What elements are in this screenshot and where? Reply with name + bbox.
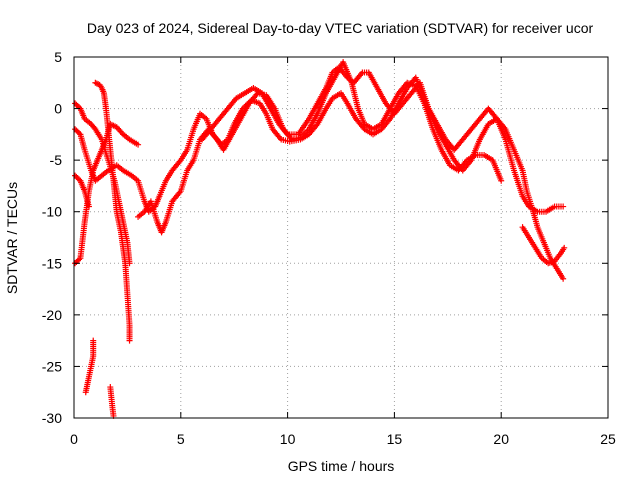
y-tick-label: -10 <box>42 204 62 220</box>
series-track-5 <box>92 79 133 344</box>
series-track-7 <box>107 384 117 419</box>
data-point <box>76 130 83 137</box>
plot-frame <box>73 56 609 419</box>
data-point <box>76 256 83 263</box>
x-tick-labels: 0 5 10 15 20 25 <box>70 431 616 447</box>
data-point <box>76 176 83 183</box>
x-tick-label: 10 <box>280 431 296 447</box>
data-point <box>561 244 568 251</box>
y-tick-label: 0 <box>54 101 62 117</box>
series-track-10 <box>519 224 568 267</box>
data-point <box>91 124 98 131</box>
x-tick-label: 20 <box>493 431 509 447</box>
y-tick-label: -20 <box>42 307 62 323</box>
chart-title: Day 023 of 2024, Sidereal Day-to-day VTE… <box>87 20 594 36</box>
data-point <box>76 104 83 111</box>
series-track-3 <box>72 74 567 215</box>
y-tick-label: -5 <box>50 152 63 168</box>
series-track-9 <box>199 64 567 282</box>
series-track-2 <box>72 172 92 210</box>
data-point <box>560 275 567 282</box>
data-point <box>560 203 567 210</box>
data-point <box>135 141 142 148</box>
x-tick-label: 0 <box>70 431 78 447</box>
y-axis-label: SDTVAR / TECUs <box>4 182 20 294</box>
axis-ticks <box>73 56 609 419</box>
data-point <box>126 337 133 344</box>
data-point <box>93 80 100 87</box>
y-tick-label: -30 <box>42 410 62 426</box>
data-point <box>85 203 92 210</box>
y-tick-label: -25 <box>42 358 62 374</box>
data-point <box>90 337 97 344</box>
y-tick-label: 5 <box>54 49 62 65</box>
x-tick-label: 25 <box>600 431 616 447</box>
x-tick-label: 15 <box>387 431 403 447</box>
series-track-6 <box>82 337 97 396</box>
y-tick-label: -15 <box>42 255 62 271</box>
data-points <box>72 59 568 419</box>
x-tick-label: 5 <box>177 431 185 447</box>
data-point <box>498 177 505 184</box>
x-axis-label: GPS time / hours <box>288 458 395 474</box>
y-tick-labels: 5 0 -5 -10 -15 -20 -25 -30 <box>42 49 62 426</box>
